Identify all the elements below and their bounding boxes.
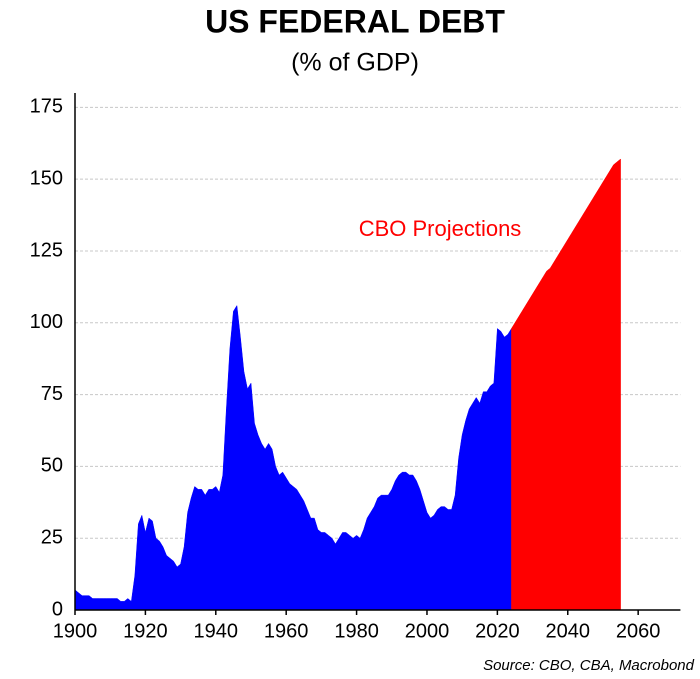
- x-tick-label: 1920: [123, 620, 168, 642]
- y-tick-label: 50: [41, 455, 63, 477]
- chart-title: US FEDERAL DEBT: [205, 3, 505, 39]
- y-tick-label: 0: [52, 598, 63, 620]
- x-tick-label: 2040: [546, 620, 591, 642]
- areas: [74, 158, 621, 611]
- source-note: Source: CBO, CBA, Macrobond: [483, 657, 695, 674]
- x-tick-label: 1940: [194, 620, 239, 642]
- y-tick-label: 150: [30, 167, 63, 189]
- x-tick-label: 2000: [405, 620, 450, 642]
- x-tick-label: 2060: [616, 620, 661, 642]
- y-tick-label: 175: [30, 96, 63, 118]
- area: [511, 158, 621, 611]
- y-tick-label: 100: [30, 311, 63, 333]
- annotation: CBO Projections: [359, 216, 522, 241]
- y-tick-label: 25: [41, 526, 63, 548]
- x-tick-label: 1980: [334, 620, 379, 642]
- y-tick-label: 75: [41, 383, 63, 405]
- x-tick-label: 2020: [475, 620, 520, 642]
- area: [74, 304, 512, 611]
- y-tick-label: 125: [30, 239, 63, 261]
- x-tick-label: 1900: [53, 620, 98, 642]
- chart-subtitle: (% of GDP): [291, 49, 419, 77]
- x-tick-label: 1960: [264, 620, 309, 642]
